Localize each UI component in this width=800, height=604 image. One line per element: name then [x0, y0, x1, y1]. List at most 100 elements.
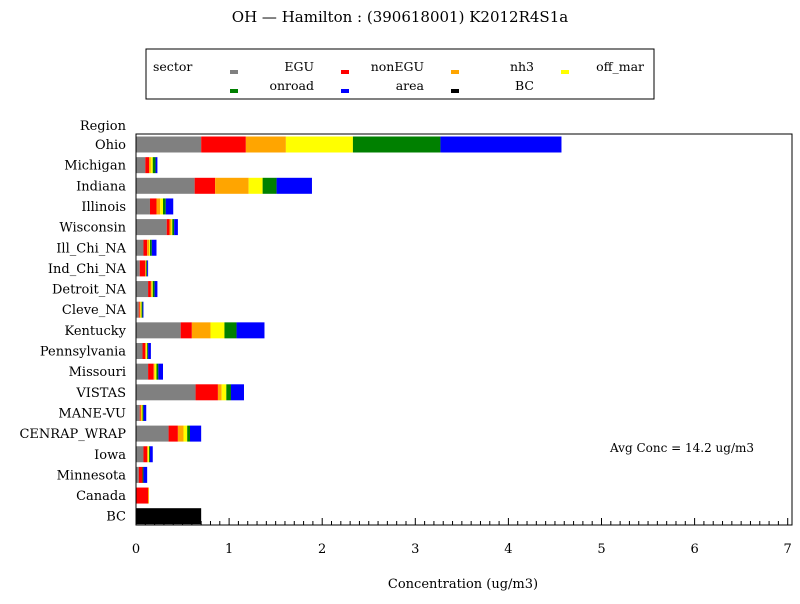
bar-illinois-onroad	[163, 198, 166, 215]
category-label-illinois: Illinois	[81, 200, 126, 215]
bar-vistas-off-mar	[221, 384, 227, 401]
x-tick-label-0: 0	[132, 542, 140, 557]
legend-marker-bc	[451, 89, 459, 93]
bar-illinois-off-mar	[160, 198, 163, 215]
legend-label-onroad: onroad	[269, 78, 314, 93]
category-label-pennsylvania: Pennsylvania	[40, 345, 126, 360]
category-label-cenrap-wrap: CENRAP_WRAP	[19, 427, 126, 442]
bar-illinois-area	[165, 198, 174, 215]
bar-ind-chi-na-onroad	[146, 260, 148, 277]
bar-illinois-egu	[136, 198, 150, 215]
bar-detroit-na-egu	[136, 281, 149, 298]
bar-pennsylvania-egu	[136, 343, 143, 359]
category-labels: Ohio Michigan Indiana Illinois Wisconsin Ill_…	[19, 138, 126, 525]
bar-detroit-na-nonegu	[148, 281, 151, 298]
bar-ill-chi-na-area	[151, 239, 157, 256]
bar-minnesota-area	[143, 466, 148, 483]
bar-indiana-nonegu	[194, 177, 216, 194]
category-label-michigan: Michigan	[64, 159, 126, 174]
bar-minnesota-nonegu	[138, 466, 143, 483]
bar-bc-bc	[136, 508, 202, 525]
bar-iowa-nh3	[147, 446, 149, 463]
bar-pennsylvania-nonegu	[142, 343, 146, 359]
category-label-vistas: VISTAS	[75, 386, 126, 401]
x-tick-label-7: 7	[784, 542, 792, 557]
bar-mane-vu-onroad	[142, 404, 144, 421]
bar-canada-nh3	[148, 487, 150, 504]
x-tick-label-4: 4	[504, 542, 512, 557]
bar-missouri-onroad	[156, 363, 159, 380]
legend-marker-egu	[230, 70, 238, 74]
bar-mane-vu-nonegu	[139, 404, 141, 421]
bar-iowa-nonegu	[143, 446, 148, 463]
bar-cleve-na-onroad	[141, 301, 143, 318]
x-axis-label: Concentration (ug/m3)	[388, 577, 538, 592]
bar-kentucky-off-mar	[210, 322, 225, 339]
bar-vistas-nh3	[217, 384, 222, 401]
legend-box	[145, 48, 655, 100]
bar-iowa-onroad	[149, 446, 150, 463]
bar-ill-chi-na-off-mar	[149, 239, 150, 256]
bar-cenrap-wrap-off-mar	[183, 425, 188, 442]
plot-frame	[135, 133, 793, 526]
bar-cenrap-wrap-nonegu	[168, 425, 178, 442]
bar-ind-chi-na-nonegu	[139, 260, 146, 277]
bar-missouri-off-mar	[154, 363, 157, 380]
bar-kentucky-nonegu	[180, 322, 192, 339]
legend-label-off-mar: off_mar	[596, 59, 644, 74]
bar-michigan-area	[155, 157, 158, 174]
bar-mane-vu-egu	[136, 404, 140, 421]
bar-kentucky-area	[236, 322, 265, 339]
bar-iowa-egu	[136, 446, 144, 463]
bar-minnesota-onroad	[142, 466, 144, 483]
bar-kentucky-onroad	[224, 322, 237, 339]
bar-detroit-na-onroad	[152, 281, 155, 298]
legend-marker-nonegu	[341, 70, 349, 74]
bar-indiana-nh3	[215, 177, 249, 194]
x-tick-label-3: 3	[411, 542, 419, 557]
bar-wisconsin-nonegu	[166, 219, 170, 236]
bar-iowa-area	[149, 446, 153, 463]
bar-indiana-egu	[136, 177, 195, 194]
avg-conc-annotation: Avg Conc = 14.2 ug/m3	[609, 441, 754, 455]
legend-label-nonegu: nonEGU	[371, 59, 424, 74]
bar-missouri-nonegu	[148, 363, 154, 380]
bar-michigan-egu	[136, 157, 146, 174]
bar-cenrap-wrap-nh3	[177, 425, 184, 442]
bar-ind-chi-na-nh3	[145, 260, 147, 277]
y-axis-label: Region	[80, 119, 127, 134]
bar-pennsylvania-nh3	[145, 343, 147, 359]
bar-wisconsin-off-mar	[171, 219, 173, 236]
bar-wisconsin-egu	[136, 219, 167, 236]
bar-canada-nonegu	[136, 487, 149, 504]
x-tick-label-6: 6	[690, 542, 698, 557]
category-label-ohio: Ohio	[95, 138, 126, 153]
legend-label-egu: EGU	[284, 59, 314, 74]
bar-illinois-nonegu	[149, 198, 157, 215]
bar-missouri-area	[158, 363, 163, 380]
category-label-missouri: Missouri	[69, 365, 126, 380]
category-label-kentucky: Kentucky	[64, 324, 126, 339]
bar-iowa-off-mar	[148, 446, 150, 463]
category-label-bc: BC	[106, 510, 126, 525]
bar-pennsylvania-onroad	[147, 343, 149, 359]
bar-ill-chi-na-egu	[136, 239, 144, 256]
bar-mane-vu-off-mar	[141, 404, 143, 421]
bars-group	[136, 136, 562, 525]
bar-pennsylvania-off-mar	[146, 343, 148, 359]
bar-ill-chi-na-onroad	[149, 239, 152, 256]
x-tick-label-5: 5	[597, 542, 605, 557]
category-label-cleve-na: Cleve_NA	[62, 303, 127, 318]
bar-wisconsin-nh3	[169, 219, 172, 236]
bar-ohio-nh3	[245, 136, 286, 153]
bar-michigan-nh3	[149, 157, 151, 174]
bar-ind-chi-na-egu	[136, 260, 140, 277]
bar-cleve-na-nonegu	[138, 301, 140, 318]
bar-cleve-na-nh3	[139, 301, 141, 318]
category-label-ind-chi-na: Ind_Chi_NA	[48, 262, 127, 277]
bar-cenrap-wrap-onroad	[187, 425, 190, 442]
bar-wisconsin-area	[174, 219, 178, 236]
